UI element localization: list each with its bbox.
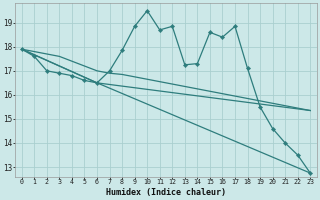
X-axis label: Humidex (Indice chaleur): Humidex (Indice chaleur) <box>106 188 226 197</box>
